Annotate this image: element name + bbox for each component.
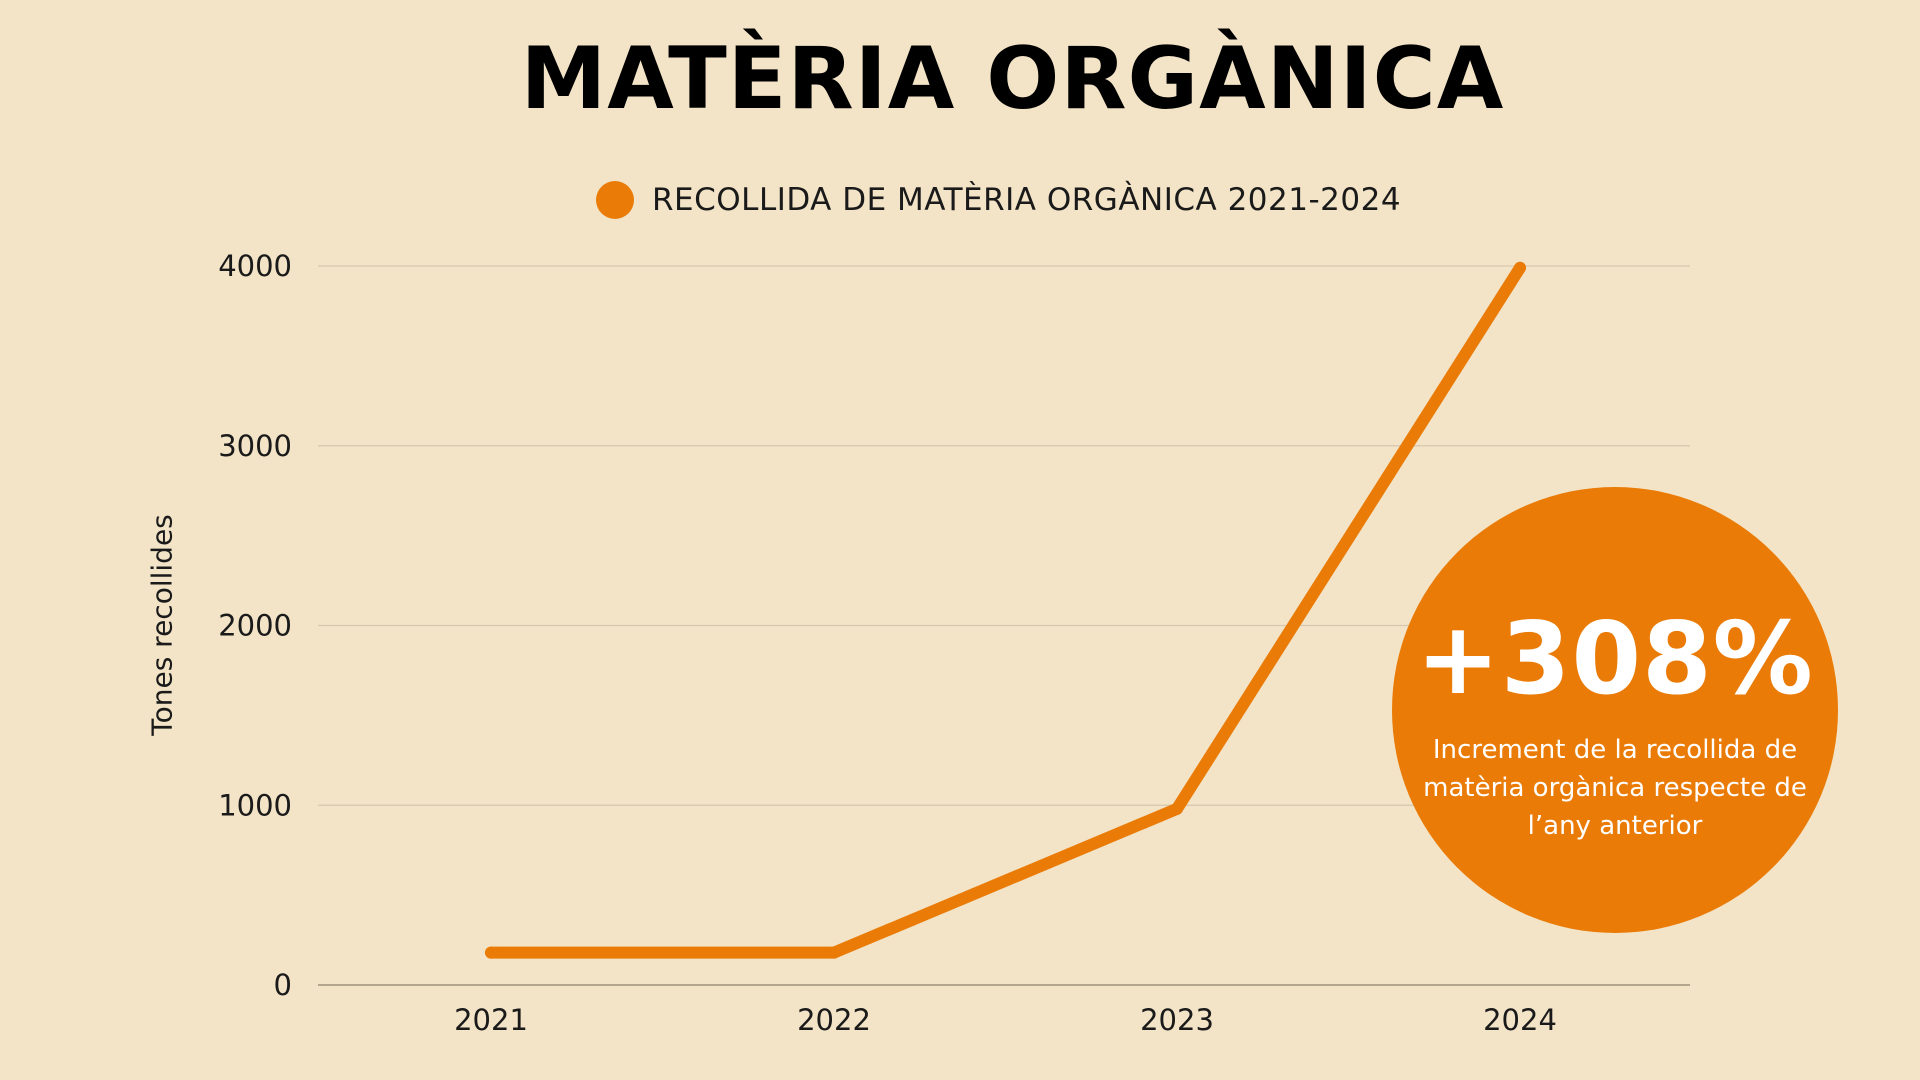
x-tick-label: 2024 <box>1483 1003 1557 1037</box>
page-title: MATÈRIA ORGÀNICA <box>520 29 1505 129</box>
x-tick-label: 2021 <box>454 1003 528 1037</box>
callout-value: +308% <box>1416 600 1814 717</box>
increase-callout: +308% Increment de la recollida de matèr… <box>1392 487 1838 933</box>
legend-label: RECOLLIDA DE MATÈRIA ORGÀNICA 2021-2024 <box>652 182 1402 218</box>
x-tick-label: 2023 <box>1140 1003 1214 1037</box>
callout-text: Increment de la recollida de matèria org… <box>1423 735 1807 841</box>
y-tick-label: 2000 <box>218 609 292 643</box>
x-tick-label: 2022 <box>797 1003 871 1037</box>
data-point <box>1514 261 1526 274</box>
series-line <box>485 261 1526 959</box>
data-point <box>1171 802 1183 815</box>
y-tick-label: 3000 <box>218 429 292 463</box>
y-tick-label: 1000 <box>218 788 292 822</box>
legend-marker-icon <box>596 181 634 219</box>
data-point <box>828 946 840 959</box>
chart-legend: RECOLLIDA DE MATÈRIA ORGÀNICA 2021-2024 <box>596 178 1401 222</box>
data-point <box>485 946 497 959</box>
y-tick-label: 4000 <box>218 249 292 283</box>
y-tick-label: 0 <box>274 968 292 1002</box>
